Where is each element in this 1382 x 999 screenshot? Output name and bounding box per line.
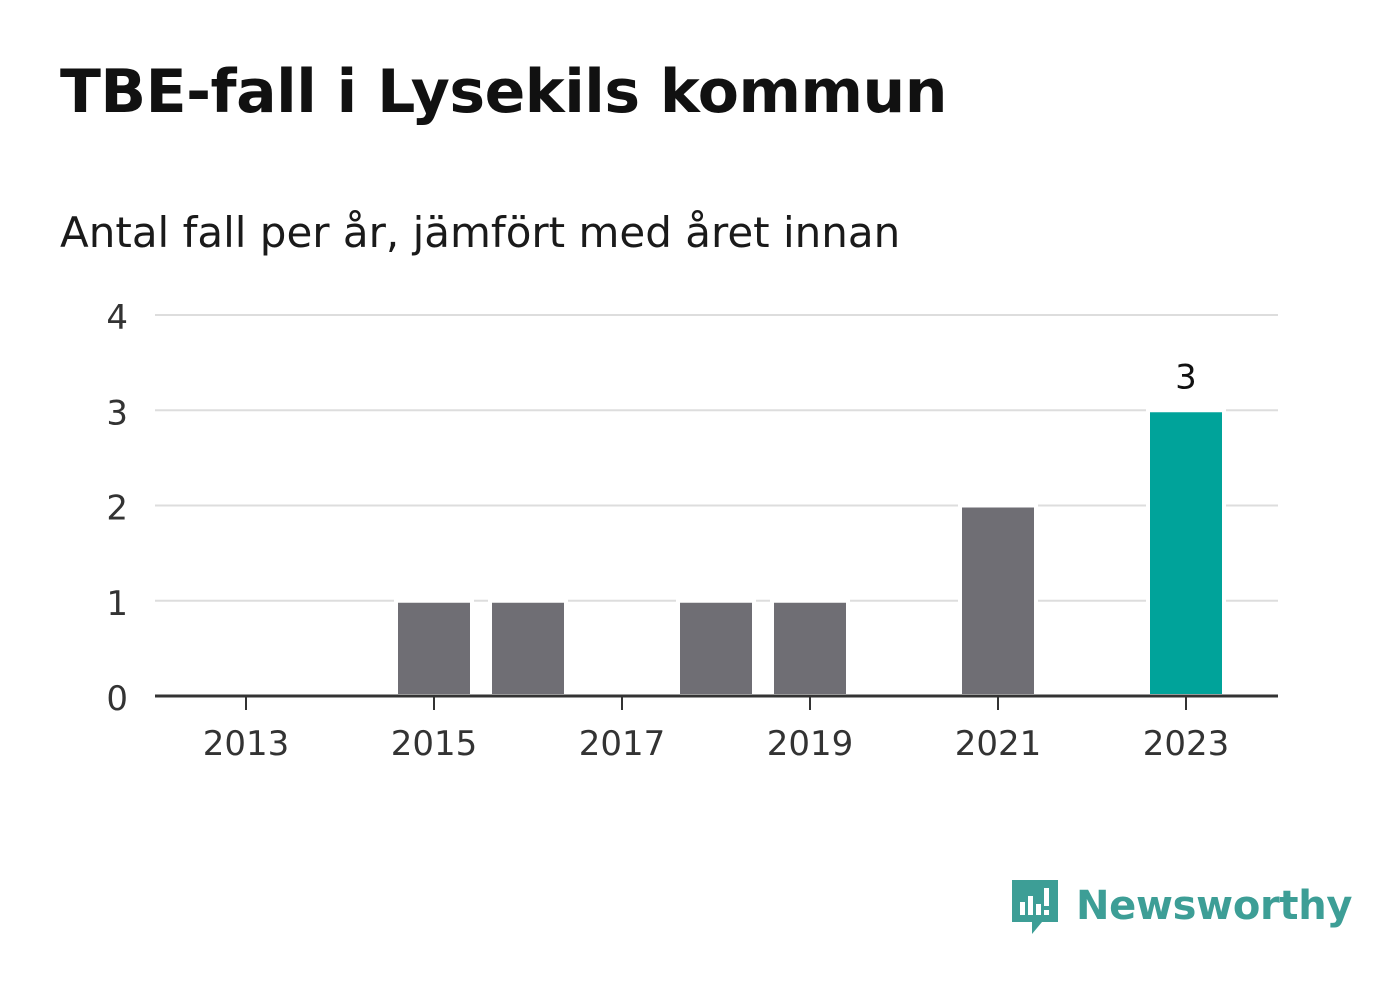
- tick-labels: 0 1 2 3 4 3 2013 2015 2017 2019 2021 2023: [106, 298, 1229, 764]
- gridlines: [155, 314, 1278, 602]
- newsworthy-logo-icon: [1012, 880, 1058, 934]
- x-tick-label: 2023: [1143, 724, 1230, 764]
- y-tick-label: 1: [106, 584, 128, 624]
- bar: [488, 598, 568, 698]
- y-tick-label: 0: [106, 679, 128, 719]
- x-tick-label: 2019: [767, 724, 854, 764]
- brand-logo: Newsworthy: [1010, 876, 1353, 936]
- brand-name: Newsworthy: [1076, 883, 1353, 929]
- bar: [770, 598, 850, 698]
- bars: [394, 408, 1226, 698]
- y-tick-label: 4: [106, 298, 128, 338]
- bar: [958, 503, 1038, 698]
- x-tick-label: 2013: [203, 724, 290, 764]
- data-label: 3: [1175, 357, 1197, 397]
- bar: [676, 598, 756, 698]
- chart-title: TBE-fall i Lysekils kommun: [60, 57, 947, 127]
- x-tick-label: 2017: [579, 724, 666, 764]
- bar: [394, 598, 474, 698]
- chart-subtitle: Antal fall per år, jämfört med året inna…: [60, 208, 901, 257]
- x-tick-label: 2015: [391, 724, 478, 764]
- bar: [1146, 408, 1226, 698]
- y-tick-label: 3: [106, 393, 128, 433]
- y-tick-label: 2: [106, 489, 128, 529]
- x-axis: [155, 694, 1278, 710]
- x-tick-label: 2021: [955, 724, 1042, 764]
